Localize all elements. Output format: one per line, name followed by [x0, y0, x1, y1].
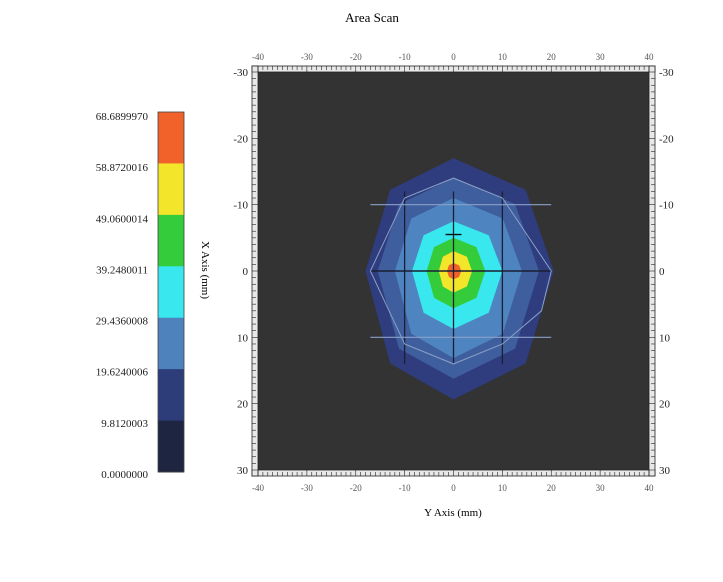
- colorbar-band-3: [158, 214, 184, 267]
- y-tick-label-right: 10: [659, 332, 671, 344]
- x-tick-label-bottom: -30: [301, 483, 313, 493]
- colorbar-label-1: 68.6899970: [96, 111, 149, 123]
- x-tick-label-top: 20: [547, 52, 557, 62]
- x-tick-label-top: -40: [252, 52, 264, 62]
- x-tick-label-top: 30: [596, 52, 606, 62]
- y-tick-label-left: 20: [237, 399, 249, 411]
- colorbar-label-6: 19.6240006: [96, 367, 149, 379]
- x-tick-label-bottom: 10: [498, 483, 508, 493]
- colorbar-label-7: 9.8120003: [101, 418, 148, 430]
- colorbar-labels: 68.6899970 58.8720016 49.0600014 39.2480011…: [96, 111, 149, 481]
- x-tick-label-bottom: 0: [451, 483, 456, 493]
- x-tick-label-top: 10: [498, 52, 508, 62]
- y-tick-label-right: 30: [659, 465, 671, 477]
- plot-area: [258, 72, 649, 470]
- x-tick-label-bottom: 30: [596, 483, 606, 493]
- y-tick-label-left: 0: [243, 266, 249, 278]
- x-tick-label-top: -30: [301, 52, 313, 62]
- axis-ticks: -40 -40 -30 -30 -20 -20 -10 -10 0 0 10 10 20 20 30 30 40…: [233, 52, 674, 493]
- y-tick-label-right: 20: [659, 399, 671, 411]
- x-tick-label-top: -20: [350, 52, 362, 62]
- colorbar-border: [157, 111, 185, 473]
- colorbar-band-6: [158, 369, 184, 422]
- y-tick-label-left: -10: [233, 200, 248, 212]
- x-axis-label: Y Axis (mm): [424, 507, 482, 519]
- measurement-grid: [369, 177, 552, 365]
- x-tick-label-bottom: -10: [399, 483, 411, 493]
- x-tick-label-top: 40: [645, 52, 655, 62]
- colorbar-band-2: [158, 163, 184, 216]
- chart-title: Area Scan: [345, 10, 399, 25]
- colorbar-label-3: 49.0600014: [96, 213, 149, 225]
- x-tick-label-bottom: 20: [547, 483, 557, 493]
- colorbar-band-1: [158, 112, 184, 164]
- y-tick-label-left: 10: [237, 332, 249, 344]
- plot-frame: [251, 65, 656, 477]
- x-tick-label-bottom: 40: [645, 483, 655, 493]
- colorbar-band-7: [158, 420, 184, 473]
- x-tick-label-top: 0: [451, 52, 456, 62]
- contour-map: [365, 158, 554, 400]
- colorbar: [157, 111, 185, 473]
- colorbar-label-2: 58.8720016: [96, 162, 149, 174]
- x-tick-label-top: -10: [399, 52, 411, 62]
- y-tick-label-left: -20: [233, 133, 248, 145]
- y-tick-label-right: 0: [659, 266, 665, 278]
- grid-outline: [369, 177, 552, 365]
- y-tick-label-right: -10: [659, 200, 674, 212]
- colorbar-label-4: 39.2480011: [96, 264, 148, 276]
- y-tick-label-right: -20: [659, 133, 674, 145]
- y-tick-label-left: -30: [233, 67, 248, 79]
- colorbar-label-8: 0.0000000: [101, 469, 148, 481]
- y-tick-label-left: 30: [237, 465, 249, 477]
- x-tick-label-bottom: -20: [350, 483, 362, 493]
- colorbar-band-4: [158, 266, 184, 319]
- colorbar-label-5: 29.4360008: [96, 316, 149, 328]
- colorbar-band-5: [158, 317, 184, 370]
- y-axis-label: X Axis (mm): [199, 241, 211, 299]
- y-tick-label-right: -30: [659, 67, 674, 79]
- x-tick-label-bottom: -40: [252, 483, 264, 493]
